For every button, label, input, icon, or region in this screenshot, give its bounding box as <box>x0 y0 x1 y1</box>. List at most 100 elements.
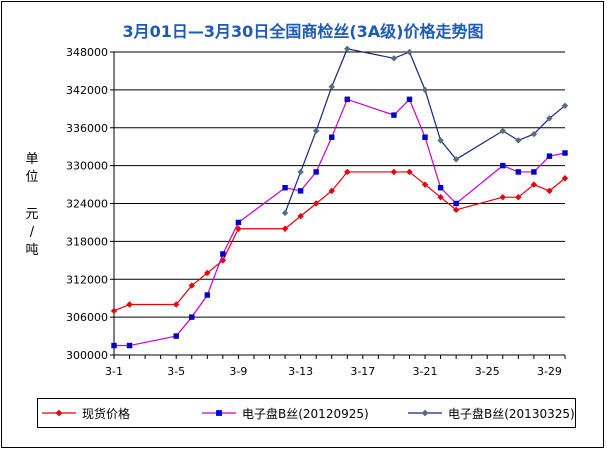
legend-item-b-silk-20130325: 电子盘B丝(20130325) <box>406 399 575 427</box>
series-line <box>114 98 566 347</box>
legend-swatch-icon <box>202 410 236 416</box>
data-point <box>329 134 335 140</box>
data-point <box>204 269 211 277</box>
gridlines <box>114 51 565 318</box>
data-point <box>406 48 413 56</box>
data-point <box>561 102 569 109</box>
data-point <box>530 130 538 138</box>
y-axis-label-char: 元 <box>25 207 38 222</box>
data-point <box>297 212 304 220</box>
y-axis-label-char: / <box>30 225 35 240</box>
data-point <box>313 169 319 175</box>
x-tick-label: 3-25 <box>475 365 500 378</box>
data-point <box>111 342 117 349</box>
legend-marker <box>55 409 63 417</box>
data-point <box>189 314 195 320</box>
data-point <box>515 137 522 144</box>
data-point <box>173 301 180 308</box>
data-point <box>235 225 242 232</box>
legend-item-spot-price: 现货价格 <box>40 399 130 427</box>
legend-marker <box>216 410 222 416</box>
y-tick-label: 306000 <box>66 311 108 324</box>
data-point <box>344 45 351 53</box>
data-point <box>282 184 288 191</box>
data-point <box>437 184 444 191</box>
data-point <box>421 86 429 94</box>
series-line <box>284 48 566 214</box>
y-axis-label-char: 单 <box>25 152 38 167</box>
data-point <box>452 206 460 214</box>
data-point <box>126 342 133 349</box>
legend: 现货价格 电子盘B丝(20120925) 电子盘B丝(20130325) <box>37 398 576 428</box>
x-tick-label: 3-9 <box>229 365 247 378</box>
chart-title: 3月01日—3月30日全国商检丝(3A级)价格走势图 <box>123 22 484 41</box>
data-point <box>546 153 553 159</box>
x-tick-label: 3-1 <box>105 365 123 378</box>
y-tick-label: 300000 <box>66 349 108 362</box>
data-point <box>437 137 444 144</box>
data-point <box>562 150 568 156</box>
data-point <box>188 282 195 289</box>
y-tick-label: 312000 <box>66 273 108 286</box>
data-point <box>297 168 304 176</box>
data-point <box>406 168 413 176</box>
data-point <box>281 209 289 217</box>
data-point <box>219 257 227 264</box>
data-point <box>406 96 413 103</box>
y-axis-label-char: 吨 <box>25 243 38 258</box>
legend-item-b-silk-20120925: 电子盘B丝(20120925) <box>200 399 369 427</box>
data-point <box>220 251 226 257</box>
data-point <box>453 200 459 207</box>
legend-label: 现货价格 <box>82 406 131 421</box>
data-point <box>561 175 569 182</box>
legend-marker <box>421 409 429 417</box>
data-point <box>422 134 428 140</box>
y-axis-label-char: 位 <box>25 170 38 185</box>
data-point <box>390 55 398 62</box>
axes: 300000 306000 312000 318000 324000 330000 3360… <box>66 46 566 378</box>
data-point <box>312 127 320 135</box>
data-point <box>515 169 522 175</box>
data-point <box>344 96 350 103</box>
data-point <box>312 200 320 207</box>
data-point <box>328 83 335 90</box>
legend-swatch-icon <box>408 409 442 417</box>
data-point <box>530 181 538 188</box>
data-point <box>391 112 397 118</box>
data-point <box>515 193 522 201</box>
x-tick-label: 3-29 <box>537 365 562 378</box>
y-tick-label: 348000 <box>66 46 108 59</box>
data-point <box>344 168 351 176</box>
series-line <box>113 171 566 312</box>
x-tick-label: 3-17 <box>350 365 375 378</box>
y-tick-label: 324000 <box>66 198 108 211</box>
data-point <box>499 193 506 201</box>
series-lines <box>110 45 569 349</box>
data-point <box>452 156 460 163</box>
data-point <box>437 193 444 201</box>
y-tick-label: 318000 <box>66 235 108 248</box>
data-point <box>500 162 506 169</box>
data-point <box>546 187 553 195</box>
y-tick-label: 336000 <box>66 122 108 135</box>
legend-swatch-icon <box>42 409 76 417</box>
data-point <box>328 187 335 195</box>
data-point <box>173 333 179 339</box>
y-tick-label: 330000 <box>66 160 108 173</box>
x-tick-label: 3-5 <box>167 365 185 378</box>
legend-label: 电子盘B丝(20130325) <box>448 406 575 421</box>
data-point <box>126 301 133 308</box>
data-point <box>297 188 304 194</box>
data-point <box>390 168 398 176</box>
data-point <box>531 169 537 175</box>
data-point <box>499 127 506 135</box>
y-axis-label: 单位元 / 吨 <box>25 152 38 258</box>
legend-label: 电子盘B丝(20120925) <box>242 406 369 421</box>
data-point <box>204 292 211 298</box>
data-point <box>546 115 553 122</box>
x-tick-label: 3-21 <box>413 365 438 378</box>
data-point <box>281 225 289 232</box>
data-point <box>235 219 242 226</box>
